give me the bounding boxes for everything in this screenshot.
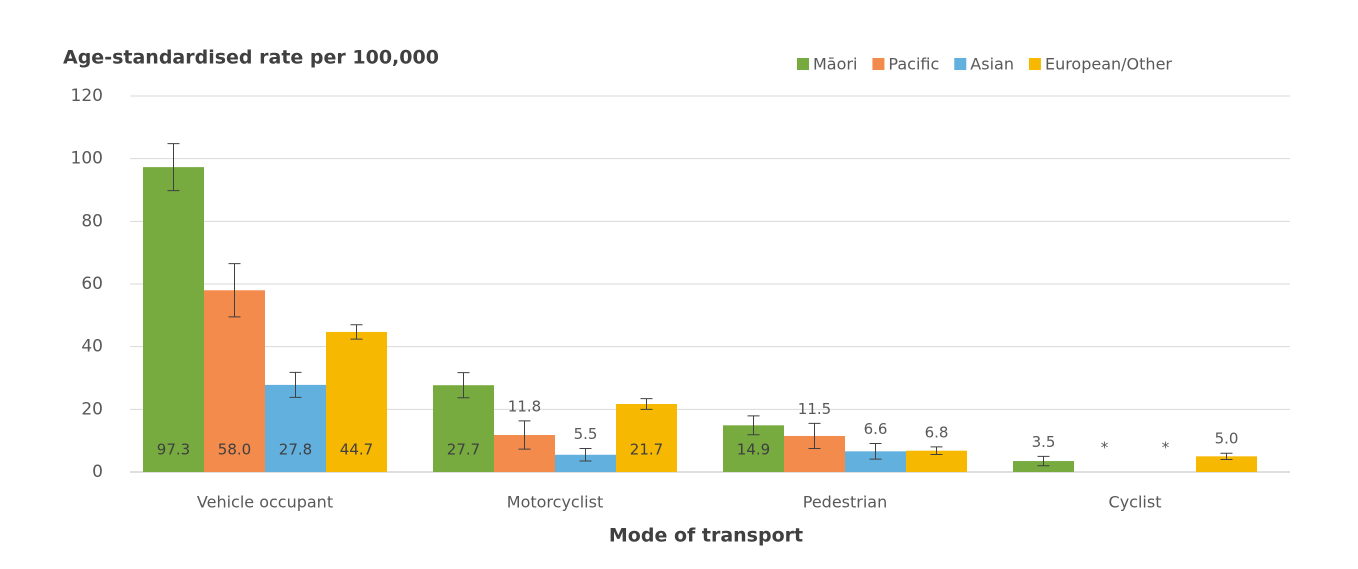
bar xyxy=(1013,461,1074,472)
legend-swatch xyxy=(1028,58,1041,70)
bar xyxy=(1196,456,1257,472)
y-tick-label: 0 xyxy=(92,462,103,482)
error-bar xyxy=(289,371,302,398)
value-label: 11.5 xyxy=(798,400,831,418)
value-label: 5.0 xyxy=(1215,430,1239,448)
value-label: 11.8 xyxy=(508,397,541,415)
x-axis-title: Mode of transport xyxy=(609,525,803,547)
bar xyxy=(845,451,906,472)
value-label: 44.7 xyxy=(340,441,373,459)
value-label: 58.0 xyxy=(218,441,251,459)
error-bar xyxy=(747,415,760,436)
legend-label: Asian xyxy=(970,55,1014,74)
bar xyxy=(433,385,494,472)
error-bar xyxy=(167,143,180,192)
x-tick-label: Vehicle occupant xyxy=(197,493,333,512)
legend-swatch xyxy=(797,58,809,70)
error-bar xyxy=(1220,452,1233,460)
legend-swatch xyxy=(872,58,885,70)
legend-label: Māori xyxy=(813,55,857,74)
chart-title: Age-standardised rate per 100,000 xyxy=(63,47,439,69)
value-label: 6.6 xyxy=(864,420,888,438)
value-label: 97.3 xyxy=(157,441,190,459)
error-bar xyxy=(640,398,653,410)
legend-label: European/Other xyxy=(1045,55,1172,74)
error-bar xyxy=(869,442,882,460)
x-tick-label: Motorcyclist xyxy=(507,493,603,512)
error-bar xyxy=(518,420,531,450)
legend-swatch xyxy=(954,58,967,70)
y-tick-label: 40 xyxy=(81,337,103,357)
bar xyxy=(143,167,204,473)
value-label: 5.5 xyxy=(574,425,598,443)
y-tick-label: 20 xyxy=(81,399,103,419)
error-bar xyxy=(350,324,363,340)
x-tick-label: Cyclist xyxy=(1109,493,1162,512)
x-tick-label: Pedestrian xyxy=(803,493,888,512)
bar xyxy=(616,404,677,472)
bar xyxy=(555,454,616,472)
error-bar xyxy=(808,422,821,449)
error-bar xyxy=(930,446,943,455)
value-label: 21.7 xyxy=(630,441,663,459)
bar xyxy=(265,384,326,472)
value-label: * xyxy=(1101,439,1109,457)
error-bar xyxy=(228,263,241,318)
value-label: 27.8 xyxy=(279,441,312,459)
y-tick-label: 60 xyxy=(81,274,103,294)
error-bar xyxy=(1037,455,1050,467)
y-tick-label: 120 xyxy=(71,86,103,106)
y-tick-label: 100 xyxy=(71,149,103,169)
value-label: 6.8 xyxy=(925,423,949,441)
y-tick-label: 80 xyxy=(81,211,103,231)
value-label: 14.9 xyxy=(737,441,770,459)
bar xyxy=(204,290,265,472)
error-bar xyxy=(579,448,592,462)
legend-label: Pacific xyxy=(888,55,939,74)
error-bar xyxy=(457,372,470,399)
value-label: 3.5 xyxy=(1032,433,1056,451)
bar xyxy=(906,450,967,472)
value-label: * xyxy=(1162,439,1170,457)
bar xyxy=(326,331,387,472)
value-label: 27.7 xyxy=(447,441,480,459)
